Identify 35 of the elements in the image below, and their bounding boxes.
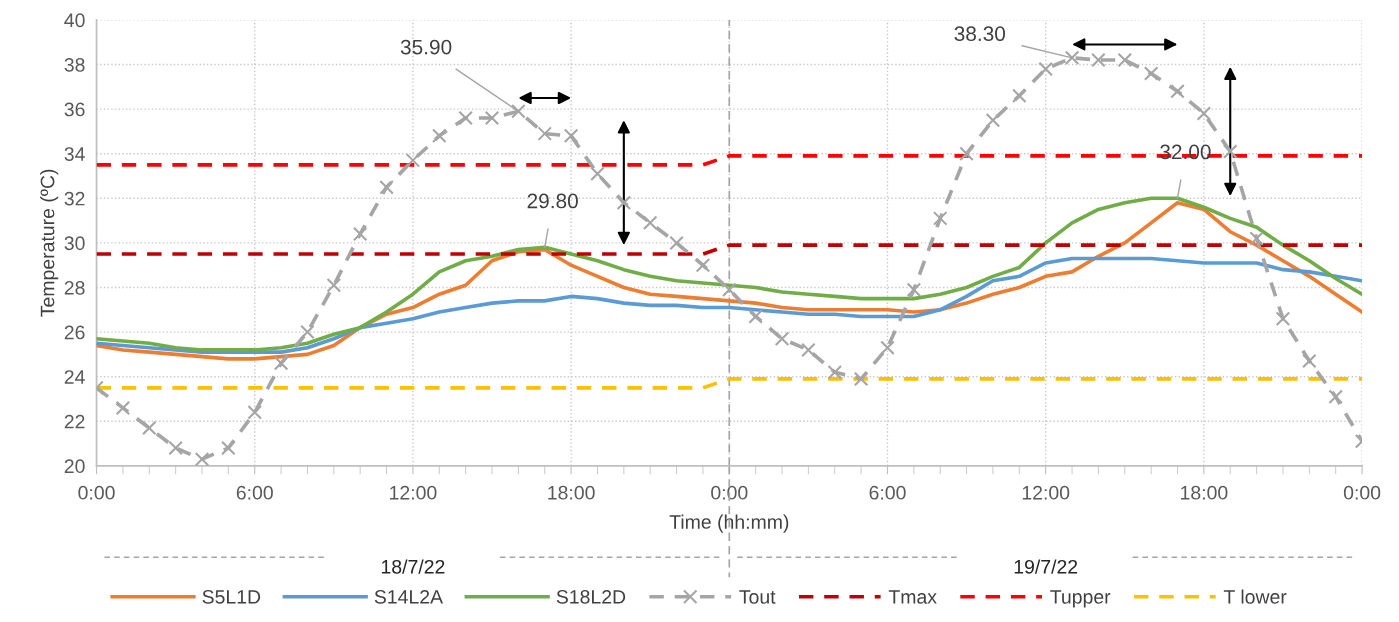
annotation: 38.30 bbox=[954, 26, 1006, 42]
y-tick-label: 30 bbox=[64, 236, 85, 251]
x-tick-label: 18:00 bbox=[1181, 485, 1228, 500]
y-tick-label: 38 bbox=[64, 57, 85, 72]
y-tick-label: 28 bbox=[64, 280, 85, 295]
legend-label: S5L1D bbox=[202, 590, 261, 604]
y-tick-label: 40 bbox=[64, 13, 85, 28]
y-tick-label: 34 bbox=[64, 147, 85, 161]
y-tick-label: 26 bbox=[64, 325, 85, 340]
annotation: 29.80 bbox=[527, 193, 578, 209]
x-tick-label: 6:00 bbox=[236, 485, 273, 500]
x-tick-label: 0:00 bbox=[711, 485, 748, 500]
legend-label: Tupper bbox=[1050, 590, 1111, 608]
x-tick-label: 18:00 bbox=[548, 485, 595, 500]
text: 18/7/22 bbox=[381, 559, 445, 574]
y-tick-label: 24 bbox=[64, 370, 85, 384]
legend-label: S14L2A bbox=[374, 590, 444, 604]
x-tick-label: 6:00 bbox=[869, 485, 906, 500]
legend-label: T lower bbox=[1223, 589, 1287, 604]
x-axis-title: Time (hh:mm) bbox=[669, 514, 789, 533]
x-tick-label: 0:00 bbox=[78, 485, 115, 500]
y-tick-label: 22 bbox=[64, 414, 85, 429]
x-tick-label: 0:00 bbox=[1343, 485, 1381, 500]
y-tick-label: 36 bbox=[64, 102, 85, 117]
y-tick-label: 20 bbox=[64, 459, 85, 474]
y-tick-label: 32 bbox=[64, 191, 85, 206]
annotation: 32.00 bbox=[1160, 144, 1211, 160]
y-axis-title: Temperature (ºC) bbox=[40, 169, 59, 317]
legend-label: Tmax bbox=[888, 590, 937, 604]
text: 19/7/22 bbox=[1014, 559, 1078, 574]
annotation: 35.90 bbox=[400, 39, 452, 55]
x-tick-label: 12:00 bbox=[1022, 485, 1070, 500]
legend-label: S18L2D bbox=[556, 590, 626, 604]
legend-label: Tout bbox=[739, 590, 776, 604]
x-tick-label: 12:00 bbox=[390, 485, 437, 500]
